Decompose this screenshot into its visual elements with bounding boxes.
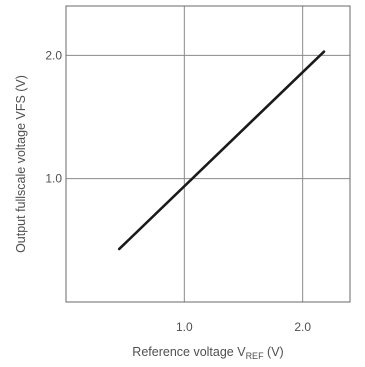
x-tick-label-0: 1.0: [176, 320, 193, 334]
tick-labels: 1.0 2.0 1.0 2.0: [45, 48, 311, 334]
grid-lines: [66, 6, 350, 302]
y-tick-label-1: 2.0: [45, 48, 62, 62]
x-axis-label: Reference voltage VREF (V): [132, 345, 283, 361]
y-axis-label: Output fullscale voltage VFS (V): [14, 75, 28, 253]
x-axis-label-subscript: REF: [246, 351, 265, 361]
series-line-0: [117, 50, 326, 251]
x-tick-label-1: 2.0: [294, 320, 311, 334]
plot-frame: [65, 5, 351, 303]
series-layer: [117, 50, 326, 251]
x-axis-label-main: Reference voltage V: [132, 345, 246, 359]
x-axis-label-unit: (V): [264, 345, 284, 359]
y-tick-label-0: 1.0: [45, 172, 62, 186]
